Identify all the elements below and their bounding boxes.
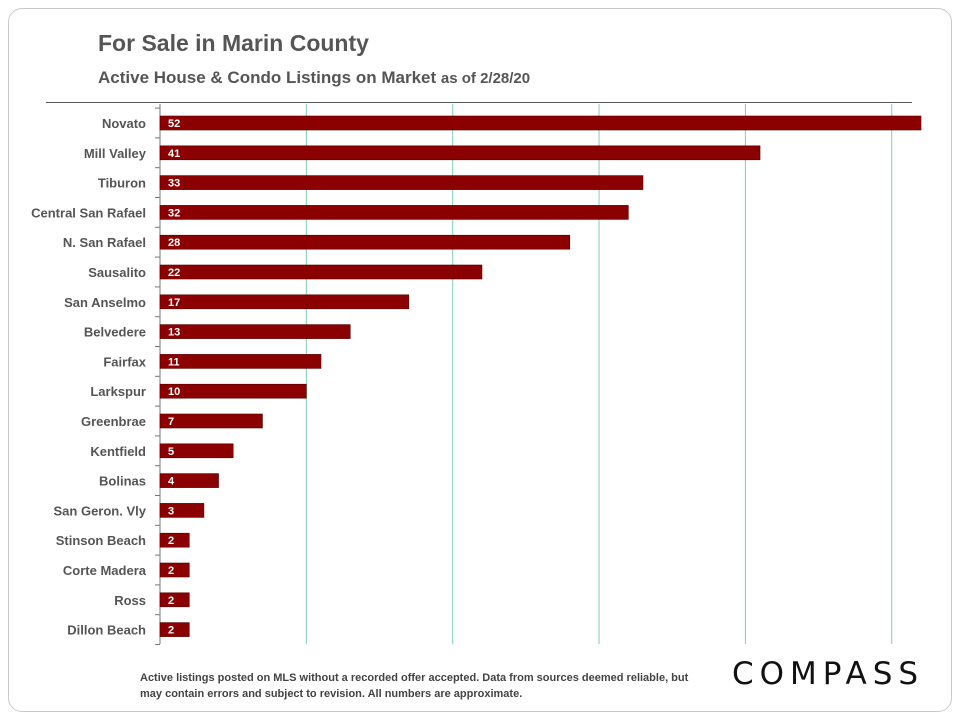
bar — [159, 294, 410, 310]
data-label: 41 — [168, 148, 180, 160]
data-label: 22 — [168, 267, 180, 279]
data-label: 11 — [168, 356, 180, 368]
category-label: San Anselmo — [64, 295, 146, 310]
category-label: Stinson Beach — [56, 533, 146, 548]
data-label: 5 — [168, 446, 174, 458]
category-label: Kentfield — [90, 444, 146, 459]
bar — [159, 324, 351, 339]
bar — [159, 562, 190, 578]
category-label: Corte Madera — [63, 563, 147, 578]
bar — [159, 443, 234, 459]
category-label: Larkspur — [90, 384, 146, 399]
chart-subtitle: Active House & Condo Listings on Market … — [98, 68, 530, 88]
subtitle-main: Active House & Condo Listings on Market — [98, 68, 437, 87]
bar — [159, 115, 922, 131]
data-label: 17 — [168, 297, 180, 309]
category-label: Ross — [114, 593, 146, 608]
bar — [159, 205, 629, 220]
bar — [159, 532, 190, 548]
bar — [159, 145, 761, 161]
compass-logo: COMPASS — [732, 656, 925, 692]
data-label: 2 — [168, 595, 174, 607]
category-label: Novato — [102, 116, 146, 131]
data-label: 10 — [168, 386, 180, 398]
data-label: 4 — [168, 476, 175, 488]
bar — [159, 413, 263, 429]
data-label: 33 — [168, 178, 180, 190]
category-label: Dillon Beach — [67, 623, 146, 638]
data-label: 2 — [168, 565, 174, 577]
bar — [159, 354, 322, 369]
footnote: Active listings posted on MLS without a … — [140, 672, 689, 700]
category-label: Bolinas — [99, 474, 146, 489]
bar — [159, 592, 190, 608]
category-label: Central San Rafael — [31, 205, 146, 220]
data-label: 28 — [168, 237, 180, 249]
chart-title: For Sale in Marin County — [98, 30, 369, 56]
data-label: 2 — [168, 625, 174, 637]
bar — [159, 622, 190, 637]
category-label: Greenbrae — [81, 414, 146, 429]
category-label: Fairfax — [103, 354, 146, 369]
subtitle-as-of: as of 2/28/20 — [440, 70, 531, 87]
data-label: 13 — [168, 327, 180, 339]
category-label: Sausalito — [88, 265, 146, 280]
title-rule — [46, 102, 912, 103]
category-label: Tiburon — [98, 176, 146, 191]
category-label: San Geron. Vly — [54, 503, 147, 518]
data-label: 3 — [168, 505, 174, 517]
bar — [159, 503, 205, 518]
category-label: Belvedere — [84, 325, 146, 340]
data-label: 2 — [168, 535, 174, 547]
data-label: 32 — [168, 207, 180, 219]
category-label: Mill Valley — [84, 146, 147, 161]
bar — [159, 175, 644, 190]
data-label: 52 — [168, 118, 180, 130]
bar — [159, 264, 483, 280]
bar — [159, 234, 571, 250]
bar — [159, 383, 307, 399]
data-label: 7 — [168, 416, 174, 428]
category-label: N. San Rafael — [63, 235, 146, 250]
bar — [159, 473, 219, 488]
